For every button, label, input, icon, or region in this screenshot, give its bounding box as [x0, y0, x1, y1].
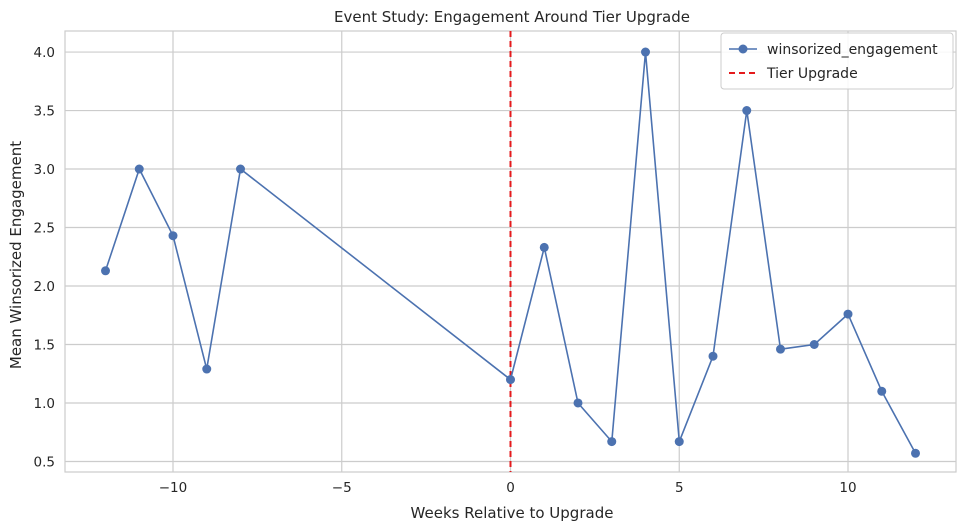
data-point [641, 47, 650, 57]
data-point [742, 106, 752, 116]
data-point [809, 339, 819, 349]
x-tick-label: 5 [675, 480, 684, 496]
x-tick-label: 0 [506, 480, 515, 496]
data-point [843, 309, 853, 319]
y-tick-label: 4.0 [34, 45, 55, 61]
data-point [708, 351, 718, 361]
y-tick-label: 1.0 [34, 396, 55, 412]
data-point [506, 375, 515, 385]
data-point [776, 344, 785, 354]
data-point [101, 266, 110, 276]
x-tick-label: −10 [159, 480, 188, 496]
y-tick-labels: 0.5 1.0 1.5 2.0 2.5 3.0 3.5 4.0 [34, 45, 55, 470]
data-point [236, 164, 245, 174]
y-tick-label: 0.5 [34, 454, 55, 470]
y-tick-label: 2.5 [34, 221, 55, 237]
legend-series-label: winsorized_engagement [767, 42, 938, 58]
legend-series-marker-swatch [738, 44, 748, 54]
x-tick-label: 10 [839, 480, 856, 496]
legend-box [720, 32, 954, 90]
data-point [911, 448, 920, 458]
data-point [134, 164, 144, 174]
legend-reference-label: Tier Upgrade [766, 66, 858, 82]
x-tick-label: −5 [332, 480, 352, 496]
data-point [202, 364, 212, 374]
data-point [607, 437, 617, 447]
chart-title: Event Study: Engagement Around Tier Upgr… [334, 8, 690, 26]
y-tick-label: 2.0 [34, 279, 55, 295]
series-layer [101, 47, 920, 458]
data-point [539, 242, 549, 252]
y-tick-label: 3.5 [34, 104, 55, 120]
data-point [168, 231, 178, 241]
y-axis-label: Mean Winsorized Engagement [7, 141, 25, 369]
data-point [573, 398, 583, 408]
y-tick-label: 1.5 [34, 337, 55, 353]
data-point [674, 437, 684, 447]
data-point [877, 386, 887, 396]
legend: winsorized_engagement Tier Upgrade [720, 32, 954, 90]
x-tick-labels: −10 −5 0 5 10 [159, 480, 857, 496]
x-axis-label: Weeks Relative to Upgrade [411, 504, 614, 522]
y-tick-label: 3.0 [34, 162, 55, 178]
series-line [104, 52, 917, 454]
